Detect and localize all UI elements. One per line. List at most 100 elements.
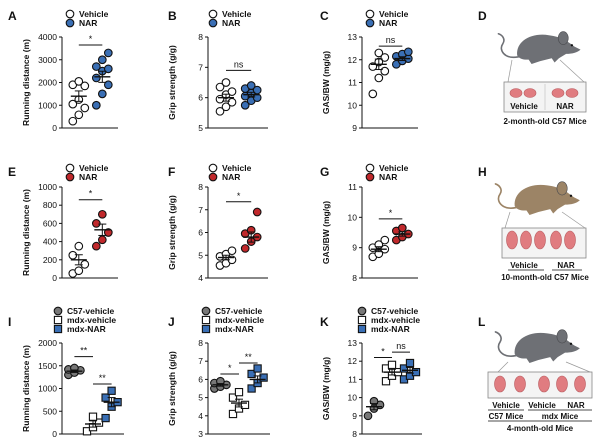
mouse-ear [556, 181, 568, 196]
data-point [94, 418, 104, 427]
muscle-sample [538, 375, 550, 393]
legend-label: C57-vehicle [67, 306, 115, 316]
data-point [68, 116, 78, 126]
panel-letter-g: G [320, 165, 329, 179]
legend-marker [53, 324, 63, 334]
data-point [259, 373, 268, 382]
panel-letter-h: H [478, 165, 487, 179]
data-point [215, 82, 225, 92]
panel-letter-a: A [8, 9, 17, 23]
y-axis-label: Grip strength (g/g) [167, 195, 177, 270]
photo-sublabel: mdx Mice [542, 412, 579, 421]
y-tick-label: 8 [352, 429, 357, 439]
legend-label: Vehicle [222, 9, 252, 19]
legend-marker [53, 315, 63, 325]
legend-label: mdx-vehicle [215, 315, 264, 325]
legend-marker [65, 172, 75, 182]
data-point [74, 77, 84, 86]
y-tick-label: 1000 [38, 384, 57, 394]
panel-letter-f: F [168, 165, 175, 179]
y-tick-label: 5 [198, 393, 203, 403]
data-point [247, 384, 256, 393]
y-tick-label: 1000 [38, 100, 57, 110]
photo-sublabel: C57 Mice [489, 412, 524, 421]
legend-marker [201, 306, 211, 316]
mouse-ear [556, 329, 568, 344]
legend-marker [201, 324, 211, 334]
legend-marker [357, 306, 367, 316]
significance-label: * [228, 363, 232, 373]
data-point [80, 81, 90, 91]
muscle-sample [574, 375, 586, 393]
mouse-eye [570, 44, 574, 47]
y-tick-label: 400 [43, 237, 57, 247]
photo-label: NAR [557, 261, 575, 270]
y-tick-label: 6 [198, 374, 203, 384]
data-point [228, 393, 238, 402]
y-tick-label: 4 [198, 411, 203, 421]
y-tick-label: 7 [198, 356, 203, 366]
data-point [74, 241, 84, 251]
y-tick-label: 4 [198, 273, 203, 283]
legend-marker [208, 163, 218, 173]
data-point [253, 364, 262, 373]
significance-label: ns [396, 341, 406, 351]
y-tick-label: 1000 [38, 182, 57, 192]
photo-panel-d: Vehicle NAR 2-month-old C57 Mice [497, 31, 587, 126]
y-tick-label: 6 [198, 228, 203, 238]
legend-label: mdx-NAR [215, 324, 254, 334]
data-point [101, 413, 110, 423]
panel-letter-i: I [8, 315, 11, 329]
y-tick-label: 8 [198, 338, 203, 348]
data-point [227, 97, 237, 107]
y-tick-label: 11 [348, 374, 357, 384]
legend-label: NAR [222, 172, 240, 182]
data-point [403, 47, 413, 57]
data-point [227, 87, 237, 96]
significance-label: ns [234, 59, 244, 69]
photo-label: NAR [567, 401, 585, 410]
zoom-line [559, 59, 585, 83]
data-point [252, 207, 262, 217]
muscle-sample [494, 375, 506, 393]
y-axis-label: Running distance (m) [21, 189, 31, 276]
data-point [397, 223, 407, 233]
y-tick-label: 1500 [38, 361, 57, 371]
data-point [221, 102, 231, 112]
data-point [227, 246, 237, 256]
data-point [103, 80, 113, 90]
data-point [91, 100, 101, 110]
photo-label: Vehicle [528, 401, 556, 410]
mouse-gray-icon [494, 329, 580, 363]
y-axis-label: Running distance (m) [21, 39, 31, 126]
mouse-eye [569, 342, 573, 345]
data-point [374, 48, 384, 58]
significance-label: ns [386, 35, 396, 45]
panel-letter-c: C [320, 9, 329, 23]
y-axis-label: GAS/BW (mg/g) [321, 51, 331, 114]
y-tick-label: 10 [348, 100, 358, 110]
photo-label: Vehicle [492, 401, 520, 410]
panel-letter-d: D [478, 9, 487, 23]
legend-marker [365, 9, 375, 19]
data-point [405, 358, 415, 368]
panel-letter-b: B [168, 9, 177, 23]
y-tick-label: 11 [348, 182, 357, 192]
y-tick-label: 12 [348, 55, 358, 65]
y-tick-label: 600 [43, 218, 57, 228]
y-tick-label: 7 [198, 205, 203, 215]
data-point [380, 66, 390, 76]
panel-letter-k: K [320, 315, 329, 329]
data-point [107, 386, 116, 395]
y-axis-label: GAS/BW (mg/g) [321, 201, 331, 264]
data-point [91, 62, 101, 71]
photo-caption: 4-month-old Mice [507, 424, 574, 433]
data-point [103, 228, 113, 237]
muscle-sample [564, 230, 576, 250]
legend-marker [365, 172, 375, 182]
significance-label: * [89, 189, 93, 199]
legend-marker [357, 315, 367, 325]
legend-label: mdx-vehicle [371, 315, 420, 325]
data-point [80, 103, 90, 113]
